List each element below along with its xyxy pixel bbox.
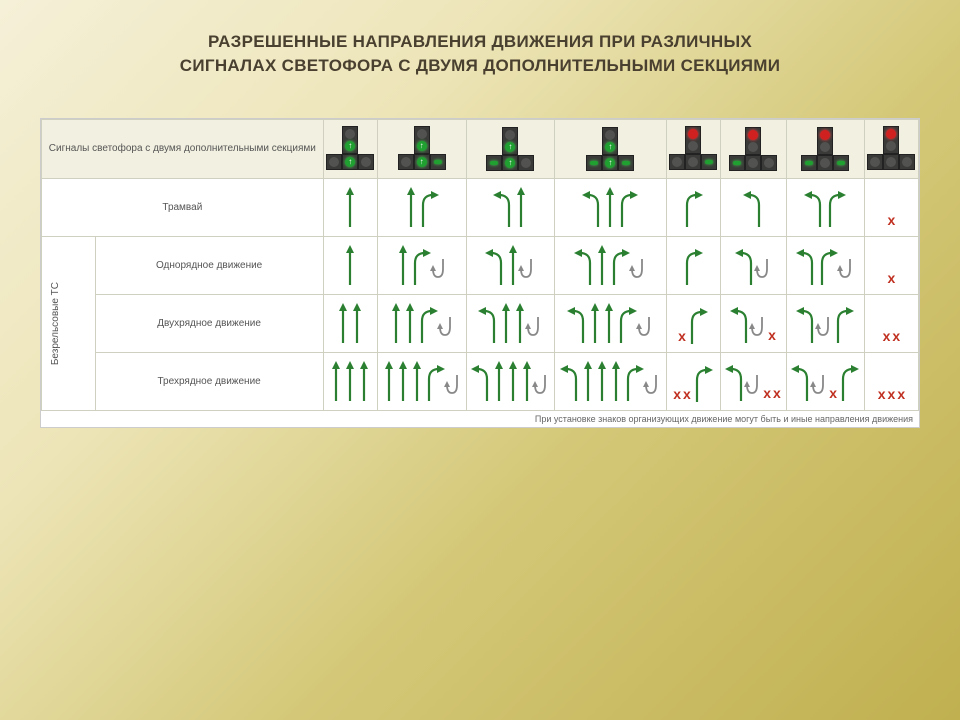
signal-col-2 bbox=[377, 119, 466, 178]
row-tram: Трамвай x bbox=[42, 178, 919, 236]
cell bbox=[666, 236, 720, 294]
cell bbox=[377, 352, 466, 410]
label-double: Двухрядное движение bbox=[95, 294, 323, 352]
signal-col-4 bbox=[555, 119, 666, 178]
cell bbox=[666, 178, 720, 236]
cell: x bbox=[786, 352, 864, 410]
cell bbox=[323, 178, 377, 236]
cell bbox=[555, 294, 666, 352]
label-triple: Трехрядное движение bbox=[95, 352, 323, 410]
signal-col-7 bbox=[786, 119, 864, 178]
cell bbox=[555, 178, 666, 236]
cell bbox=[466, 236, 555, 294]
cell bbox=[323, 294, 377, 352]
title-line-1: РАЗРЕШЕННЫЕ НАПРАВЛЕНИЯ ДВИЖЕНИЯ ПРИ РАЗ… bbox=[208, 32, 752, 51]
cell: xxx bbox=[864, 352, 918, 410]
signal-col-5 bbox=[666, 119, 720, 178]
cell bbox=[466, 178, 555, 236]
cell bbox=[720, 178, 786, 236]
cell bbox=[377, 236, 466, 294]
signal-col-3 bbox=[466, 119, 555, 178]
cell bbox=[323, 236, 377, 294]
header-label: Сигналы светофора с двумя дополнительным… bbox=[42, 119, 324, 178]
cell: x bbox=[864, 178, 918, 236]
header-row: Сигналы светофора с двумя дополнительным… bbox=[42, 119, 919, 178]
cell bbox=[323, 352, 377, 410]
signal-col-6 bbox=[720, 119, 786, 178]
cell bbox=[466, 352, 555, 410]
cell bbox=[466, 294, 555, 352]
cell: xx bbox=[666, 352, 720, 410]
cell bbox=[786, 294, 864, 352]
slide-container: РАЗРЕШЕННЫЕ НАПРАВЛЕНИЯ ДВИЖЕНИЯ ПРИ РАЗ… bbox=[0, 0, 960, 458]
cell bbox=[377, 294, 466, 352]
signal-col-1 bbox=[323, 119, 377, 178]
cell bbox=[786, 178, 864, 236]
cell bbox=[555, 352, 666, 410]
cell bbox=[720, 236, 786, 294]
cell bbox=[555, 236, 666, 294]
cell: x bbox=[720, 294, 786, 352]
label-single: Однорядное движение bbox=[95, 236, 323, 294]
chart-table: Сигналы светофора с двумя дополнительным… bbox=[40, 118, 920, 428]
cell: xx bbox=[720, 352, 786, 410]
cell: x bbox=[666, 294, 720, 352]
slide-title: РАЗРЕШЕННЫЕ НАПРАВЛЕНИЯ ДВИЖЕНИЯ ПРИ РАЗ… bbox=[40, 30, 920, 78]
row-single: Безрельсовые ТС Однорядное движение x bbox=[42, 236, 919, 294]
row-triple: Трехрядное движение xx xx x xxx bbox=[42, 352, 919, 410]
cell bbox=[786, 236, 864, 294]
title-line-2: СИГНАЛАХ СВЕТОФОРА С ДВУМЯ ДОПОЛНИТЕЛЬНЫ… bbox=[180, 56, 780, 75]
group-label: Безрельсовые ТС bbox=[42, 236, 96, 410]
row-double: Двухрядное движение x x xx bbox=[42, 294, 919, 352]
signal-col-8 bbox=[864, 119, 918, 178]
footnote: При установке знаков организующих движен… bbox=[41, 411, 919, 427]
cell: x bbox=[864, 236, 918, 294]
label-tram: Трамвай bbox=[42, 178, 324, 236]
cell bbox=[377, 178, 466, 236]
cell: xx bbox=[864, 294, 918, 352]
signals-table: Сигналы светофора с двумя дополнительным… bbox=[41, 119, 919, 411]
